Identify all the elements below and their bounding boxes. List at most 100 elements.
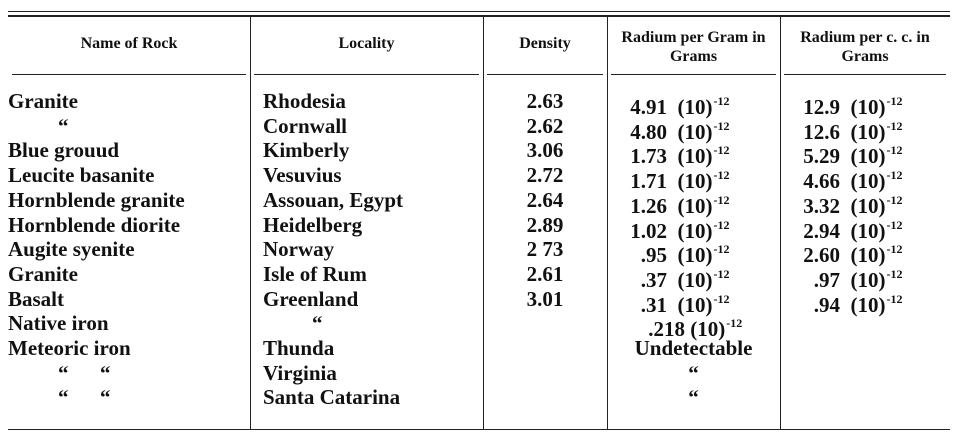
power-base: (10) — [677, 292, 713, 317]
radium-cell: 4.80 (10)-12 — [615, 114, 730, 144]
mantissa: 4.80 — [630, 119, 667, 144]
cell-text: Greenland — [263, 286, 359, 311]
cell-text: Undetectable — [634, 336, 753, 360]
radium-cell: 3.32 (10)-12 — [794, 188, 903, 218]
cell-text: Assouan, Egypt — [263, 187, 404, 212]
exponent: -12 — [886, 168, 903, 183]
exponent: -12 — [886, 192, 903, 207]
power-base: (10) — [850, 119, 886, 144]
exponent: -12 — [886, 291, 903, 306]
ditto-mark: “ “ — [58, 360, 111, 385]
exponent: -12 — [713, 217, 730, 232]
ditto-mark: “ — [58, 113, 69, 138]
column-rule — [483, 17, 484, 429]
radium-cell: 2.94 (10)-12 — [794, 213, 903, 243]
cell-text: Hornblende granite — [8, 187, 185, 212]
cell-text: Augite syenite — [8, 237, 135, 262]
mantissa: 2.60 — [803, 243, 840, 268]
power-base: (10) — [850, 193, 886, 218]
exponent: -12 — [713, 291, 730, 306]
mantissa: 3.32 — [803, 193, 840, 218]
exponent: -12 — [726, 316, 743, 331]
radium-cell: 4.91 (10)-12 — [615, 89, 730, 119]
cell-text: Native iron — [8, 311, 109, 336]
exponent: -12 — [713, 118, 730, 133]
mantissa: 4.66 — [803, 169, 840, 194]
mantissa: .31 — [640, 292, 667, 317]
radium-cell: .94 (10)-12 — [794, 287, 903, 317]
radium-cell: .31 (10)-12 — [615, 287, 730, 317]
exponent: -12 — [886, 242, 903, 257]
exponent: -12 — [886, 118, 903, 133]
power-base: (10) — [850, 292, 886, 317]
cell-text: 2 73 — [526, 237, 564, 262]
mantissa: 5.29 — [803, 144, 840, 169]
cell-text: Granite — [8, 89, 78, 113]
power-base: (10) — [677, 144, 713, 169]
cell-text: Norway — [263, 237, 335, 262]
cell-text: Heidelberg — [263, 212, 363, 237]
cell-text: Thunda — [263, 336, 335, 360]
power-base: (10) — [850, 95, 886, 119]
radium-cell: .37 (10)-12 — [615, 262, 730, 292]
power-base: (10) — [850, 243, 886, 268]
radium-cell: .218 (10)-12 — [615, 311, 742, 341]
radium-cell: 4.66 (10)-12 — [794, 163, 903, 194]
cell-text: Blue grouud — [8, 138, 120, 163]
power-base: (10) — [677, 267, 713, 292]
mantissa: 1.02 — [630, 218, 667, 243]
radium-cell: 1.71 (10)-12 — [615, 163, 730, 194]
ditto-mark: “ — [312, 311, 323, 336]
cell-text: Hornblende diorite — [8, 212, 181, 237]
mantissa: 2.94 — [803, 218, 840, 243]
radium-cell: 2.60 (10)-12 — [794, 237, 903, 268]
mantissa: 1.26 — [630, 193, 667, 218]
column-header: Radium per Gram in Grams — [621, 29, 766, 65]
cell-text: 2.62 — [526, 113, 564, 138]
radium-cell: .97 (10)-12 — [794, 262, 903, 292]
cell-text: Cornwall — [263, 113, 347, 138]
cell-text: Vesuvius — [263, 163, 342, 188]
bottom-rule — [8, 429, 950, 430]
radium-cell: 1.73 (10)-12 — [615, 138, 729, 169]
cell-text: 2.63 — [526, 89, 564, 113]
cell-text: Isle of Rum — [263, 261, 367, 286]
cell-text: Meteoric iron — [8, 336, 131, 360]
column-rule — [780, 17, 781, 429]
cell-text: 2.72 — [526, 163, 564, 188]
power-base: (10) — [850, 169, 886, 194]
mantissa: .94 — [813, 292, 840, 317]
cell-text: Santa Catarina — [263, 385, 401, 410]
cell-text: 3.01 — [526, 286, 564, 311]
header-rule — [784, 74, 946, 75]
power-base: (10) — [850, 218, 886, 243]
radium-cell: .95 (10)-12 — [615, 237, 730, 267]
column-rule — [250, 17, 251, 429]
column-header: Density — [519, 35, 571, 52]
exponent: -12 — [713, 242, 730, 257]
power-base: (10) — [677, 218, 713, 243]
exponent: -12 — [713, 94, 730, 108]
cell-text: Leucite basanite — [8, 163, 155, 188]
power-base: (10) — [690, 317, 726, 342]
exponent: -12 — [713, 266, 730, 281]
cell-text: 2.64 — [526, 187, 564, 212]
header-rule — [611, 74, 776, 75]
column-header: Radium per c. c. in Grams — [800, 29, 930, 65]
power-base: (10) — [677, 95, 713, 119]
cell-text: Basalt — [8, 286, 65, 311]
exponent: -12 — [713, 192, 730, 207]
power-base: (10) — [677, 119, 713, 144]
mantissa: 1.73 — [630, 144, 667, 169]
header-rule — [12, 74, 246, 75]
exponent: -12 — [886, 217, 903, 232]
top-rule — [8, 15, 950, 17]
power-base: (10) — [677, 169, 713, 194]
ditto-mark: “ “ — [58, 385, 111, 410]
power-base: (10) — [677, 193, 713, 218]
exponent: -12 — [713, 168, 730, 183]
radium-cell: 5.29 (10)-12 — [794, 138, 902, 169]
mantissa: .37 — [640, 267, 667, 292]
mantissa: .218 — [648, 317, 685, 342]
